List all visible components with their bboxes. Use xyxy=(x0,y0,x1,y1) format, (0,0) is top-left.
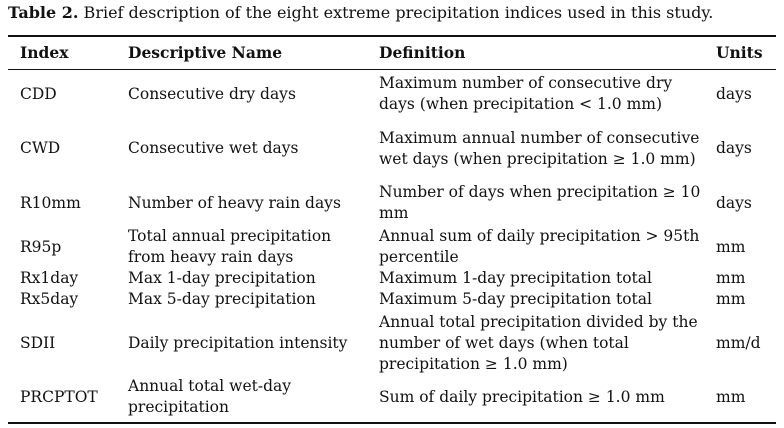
cell-descriptive-name: Consecutive wet days xyxy=(128,139,299,157)
cell-units: mm xyxy=(716,290,746,308)
column-header-units: Units xyxy=(716,43,763,62)
cell-index: CWD xyxy=(20,139,61,157)
cell-index: CDD xyxy=(20,84,57,103)
cell-definition: Annual sum of daily precipitation > 95th… xyxy=(379,227,700,266)
table-bottom-rule xyxy=(8,422,776,424)
cell-index: PRCPTOT xyxy=(20,387,98,406)
cell-index: Rx1day xyxy=(20,269,79,287)
cell-units: mm xyxy=(716,387,746,406)
cell-descriptive-name: Daily precipitation intensity xyxy=(128,334,348,352)
cell-definition: Maximum number of consecutive dry days (… xyxy=(379,74,673,113)
cell-descriptive-name: Max 1-day precipitation xyxy=(128,269,316,287)
cell-definition: Maximum 1-day precipitation total xyxy=(379,269,652,287)
cell-units: days xyxy=(716,139,752,157)
cell-definition: Number of days when precipitation ≥ 10 m… xyxy=(379,183,701,222)
cell-units: days xyxy=(716,84,752,103)
table-caption: Table 2. Brief description of the eight … xyxy=(8,2,713,24)
cell-index: R95p xyxy=(20,237,62,256)
column-header-descriptive-name: Descriptive Name xyxy=(128,43,283,62)
cell-descriptive-name: Max 5-day precipitation xyxy=(128,290,316,308)
cell-definition: Sum of daily precipitation ≥ 1.0 mm xyxy=(379,387,665,406)
column-header-index: Index xyxy=(20,43,69,62)
table-header-rule xyxy=(8,69,776,70)
cell-index: Rx5day xyxy=(20,290,79,308)
cell-index: R10mm xyxy=(20,193,81,212)
cell-units: mm/d xyxy=(716,334,761,352)
cell-definition: Maximum annual number of consecutive wet… xyxy=(379,128,700,168)
cell-descriptive-name: Total annual precipitation from heavy ra… xyxy=(128,227,332,266)
column-header-definition: Definition xyxy=(379,43,466,62)
cell-definition: Maximum 5-day precipitation total xyxy=(379,290,652,308)
cell-units: days xyxy=(716,193,752,212)
cell-units: mm xyxy=(716,269,746,287)
table-caption-text: Brief description of the eight extreme p… xyxy=(78,3,714,22)
cell-descriptive-name: Consecutive dry days xyxy=(128,84,296,103)
cell-definition: Annual total precipitation divided by th… xyxy=(379,313,698,373)
table-caption-label: Table 2. xyxy=(8,3,79,22)
cell-descriptive-name: Annual total wet-day precipitation xyxy=(128,377,292,416)
cell-units: mm xyxy=(716,237,746,256)
cell-index: SDII xyxy=(20,334,56,352)
table-top-rule xyxy=(8,35,776,37)
cell-descriptive-name: Number of heavy rain days xyxy=(128,193,341,212)
